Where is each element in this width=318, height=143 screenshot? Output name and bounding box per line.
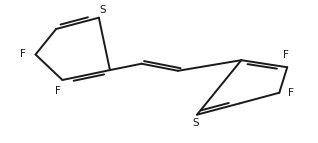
Text: S: S <box>99 5 106 15</box>
Text: F: F <box>20 49 26 59</box>
Text: S: S <box>192 118 199 128</box>
Text: F: F <box>288 89 294 98</box>
Text: F: F <box>283 50 288 60</box>
Text: F: F <box>55 86 61 96</box>
